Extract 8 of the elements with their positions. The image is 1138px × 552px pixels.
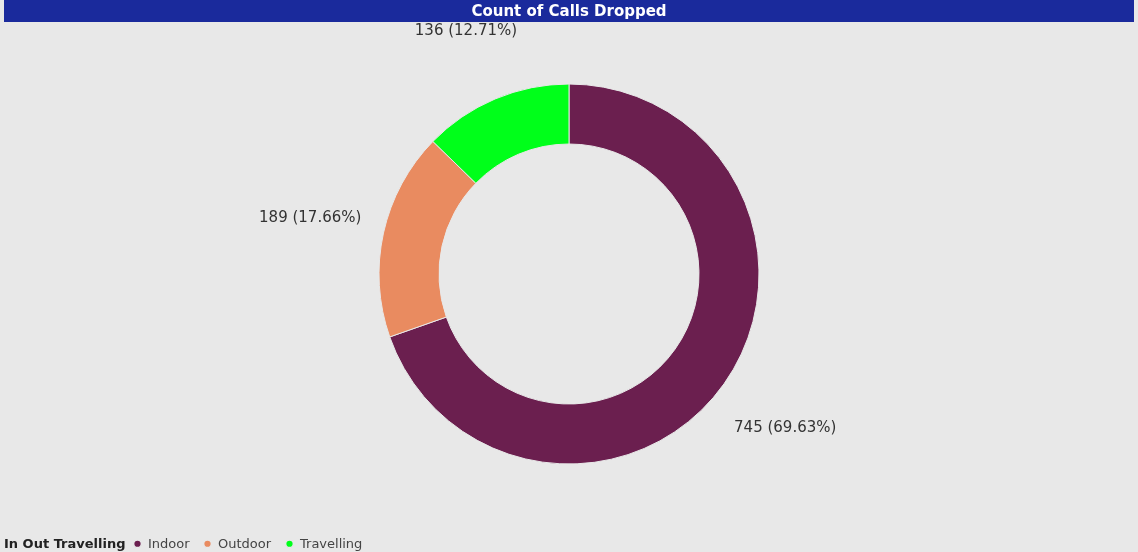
legend-label: Outdoor	[218, 535, 272, 551]
data-label: 136 (12.71%)	[414, 20, 518, 39]
data-label: 745 (69.63%)	[734, 418, 837, 437]
legend-label: Indoor	[148, 535, 191, 551]
legend-label: Travelling	[299, 535, 363, 551]
data-label: 189 (17.66%)	[259, 207, 362, 226]
chart-title: Count of Calls Dropped	[471, 2, 667, 20]
legend-title: In Out Travelling	[4, 536, 126, 551]
